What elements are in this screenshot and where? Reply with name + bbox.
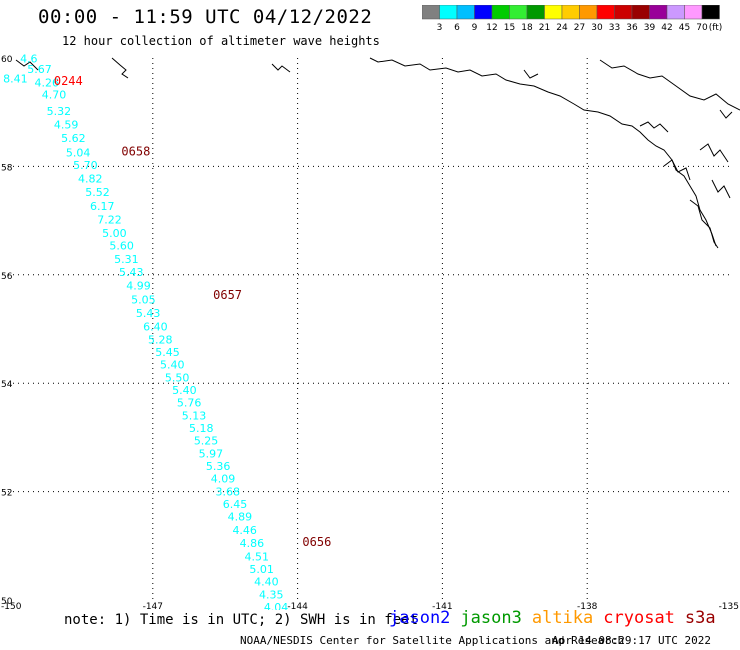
- wave-height-label: 4.70: [42, 89, 67, 102]
- wave-height-label: 5.76: [177, 397, 202, 410]
- wave-height-label: 4.51: [245, 550, 269, 563]
- wave-height-label: 5.67: [27, 63, 52, 76]
- wave-height-label: 5.04: [66, 147, 91, 160]
- wave-height-label: 5.40: [172, 384, 197, 397]
- wave-height-label: 4.26: [35, 77, 60, 90]
- wave-height-label: 5.13: [182, 410, 207, 423]
- wave-height-label: 6.17: [90, 200, 115, 213]
- wave-height-label: 4.09: [211, 472, 236, 485]
- wave-height-label: 4.89: [228, 510, 253, 523]
- chart-subtitle: 12 hour collection of altimeter wave hei…: [62, 34, 380, 48]
- lat-label: 56: [1, 272, 13, 282]
- colorbar-label: 9: [472, 23, 478, 33]
- legend-altika: altika: [531, 608, 594, 628]
- wave-height-label: 7.22: [97, 213, 122, 226]
- wave-height-label: 6.40: [143, 321, 168, 334]
- wave-height-label: 5.45: [155, 346, 180, 359]
- wave-height-label: 5.43: [136, 307, 161, 320]
- wave-height-label: 5.36: [206, 460, 231, 473]
- colorbar-label: 30: [591, 23, 603, 33]
- wave-height-label: 5.00: [102, 227, 127, 240]
- wave-height-label: 5.01: [249, 563, 273, 576]
- wave-height-label: 4.04: [264, 601, 289, 610]
- wave-height-label: 5.60: [109, 239, 134, 252]
- satellite-legend: jason2 jason3 altika cryosat s3a: [389, 608, 726, 628]
- wave-height-label: 4.59: [54, 118, 79, 131]
- lat-label: 60: [1, 55, 13, 65]
- lat-lon-grid: [8, 58, 732, 600]
- colorbar-label: 42: [661, 23, 672, 33]
- wave-height-label: 4.99: [126, 279, 150, 292]
- wave-height-readings: 4.65.678.41 4.264.705.324.595.625.045.704…: [3, 52, 289, 610]
- wave-height-label: 4.35: [259, 588, 284, 601]
- wave-height-label: 4.86: [240, 537, 265, 550]
- wave-height-label: 6.45: [223, 498, 248, 511]
- lat-label: 58: [1, 163, 13, 173]
- wave-height-label: 5.52: [85, 186, 110, 199]
- pass-time-label: 0658: [121, 145, 150, 159]
- pass-times: 02440658065706560655: [54, 74, 331, 549]
- wave-height-label: 5.70: [73, 159, 98, 172]
- colorbar-label: 36: [626, 23, 638, 33]
- wave-height-label: 5.28: [148, 334, 173, 347]
- axis-labels: 60 58 56 54 52 50-150 -147 -144 -141 -138 -135: [1, 55, 739, 610]
- colorbar-label: 18: [521, 23, 533, 33]
- colorbar-label: 39: [644, 23, 656, 33]
- wave-height-label: 5.40: [160, 359, 185, 372]
- colorbar-label: 12: [486, 23, 497, 33]
- wave-height-label: 5.31: [114, 253, 139, 266]
- lon-label: -138: [577, 602, 598, 610]
- wave-height-label: 4.46: [232, 524, 257, 537]
- wave-height-label: 5.97: [199, 447, 224, 460]
- legend-s3a: s3a: [684, 608, 716, 628]
- wave-height-label: 8.41: [3, 72, 28, 85]
- altimeter-map: 60 58 56 54 52 50-150 -147 -144 -141 -138 -135 4.6…: [1, 52, 740, 610]
- legend-jason2: jason2: [389, 608, 451, 628]
- chart-title: 00:00 - 11:59 UTC 04/12/2022: [38, 6, 373, 28]
- colorbar-label: 27: [574, 23, 585, 33]
- lat-label: 52: [1, 489, 12, 499]
- colorbar-label: 6: [454, 23, 460, 33]
- colorbar-label: 45: [679, 23, 690, 33]
- wave-height-label: 3.68: [216, 485, 241, 498]
- colorbar-label: 33: [609, 23, 620, 33]
- lon-label: -150: [1, 602, 22, 610]
- alaska-coastline: [15, 57, 740, 249]
- wave-height-label: 5.62: [61, 132, 86, 145]
- wave-height-label: 4.40: [254, 575, 279, 588]
- wave-height-label: 5.18: [189, 422, 214, 435]
- legend-jason3: jason3: [460, 608, 522, 628]
- colorbar-unit: (ft): [709, 23, 723, 33]
- colorbar-label: 21: [539, 23, 550, 33]
- lon-label: -147: [143, 602, 163, 610]
- wave-height-label: 5.43: [119, 266, 144, 279]
- pass-time-label: 0657: [213, 288, 242, 302]
- colorbar-label: 70: [696, 23, 708, 33]
- wave-height-label: 5.25: [194, 434, 219, 447]
- lat-label: 54: [1, 380, 13, 390]
- colorbar-swatch: [701, 5, 720, 20]
- lon-label: -144: [287, 602, 308, 610]
- wave-height-label: 5.32: [47, 105, 72, 118]
- pass-time-label: 0656: [302, 535, 331, 549]
- lon-label: -141: [432, 602, 452, 610]
- lon-label: -135: [719, 602, 739, 610]
- pass-time-label: 0244: [54, 74, 83, 88]
- colorbar-label: 3: [437, 23, 443, 33]
- legend-cryosat: cryosat: [603, 608, 675, 628]
- colorbar-label: 15: [504, 23, 515, 33]
- lat-label: 50: [1, 597, 13, 607]
- wave-height-label: 4.6: [20, 52, 38, 65]
- wave-height-label: 5.50: [165, 372, 190, 385]
- footer-note: note: 1) Time is in UTC; 2) SWH is in fe…: [64, 612, 419, 628]
- credit-line: NOAA/NESDIS Center for Satellite Applica…: [240, 634, 625, 647]
- wave-height-colorbar: 3 6 9 12 15 18 21 24 27 30 33 36 39 42 45 70 (ft): [422, 5, 723, 33]
- wave-height-label: 4.82: [78, 173, 103, 186]
- wave-height-label: 5.05: [131, 294, 156, 307]
- colorbar-label: 24: [556, 23, 568, 33]
- generation-timestamp: Apr 14 08:29:17 UTC 2022: [552, 634, 711, 647]
